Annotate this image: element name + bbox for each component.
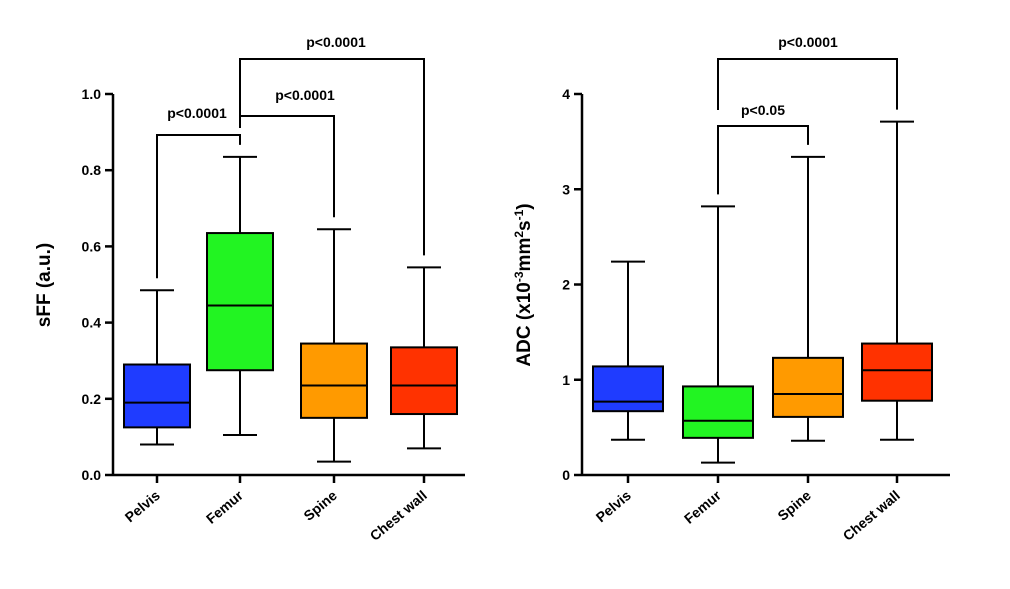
adc-ylabel-sup1: -3 bbox=[512, 271, 526, 282]
adc-box-spine bbox=[772, 356, 844, 418]
sff-p-value-label: p<0.0001 bbox=[275, 87, 335, 103]
sff-box-chest-wall bbox=[390, 346, 458, 416]
adc-ylabel-end: ) bbox=[514, 203, 535, 209]
sff-box-pelvis bbox=[123, 363, 191, 429]
adc-x-category-label: Chest wall bbox=[840, 487, 903, 544]
sff-significance-bracket bbox=[156, 134, 241, 279]
sff-box-femur bbox=[206, 232, 274, 372]
adc-x-category-label: Femur bbox=[681, 487, 724, 527]
adc-x-category-label: Pelvis bbox=[593, 487, 634, 525]
sff-x-category-label: Femur bbox=[203, 487, 246, 527]
sff-x-category-label: Pelvis bbox=[122, 487, 163, 525]
sff-y-tick-label: 0.6 bbox=[82, 238, 102, 254]
adc-box-chest-wall bbox=[861, 342, 933, 402]
adc-y-tick-label: 4 bbox=[562, 86, 570, 102]
adc-ylabel-s: s bbox=[514, 220, 535, 231]
adc-box-pelvis bbox=[592, 365, 664, 413]
sff-significance-bracket bbox=[239, 58, 425, 256]
sff-box-spine bbox=[300, 342, 368, 419]
adc-significance-bracket bbox=[717, 125, 809, 195]
sff-x-category-label: Chest wall bbox=[367, 487, 430, 544]
sff-y-tick-label: 0.8 bbox=[82, 162, 102, 178]
adc-p-value-label: p<0.05 bbox=[741, 102, 785, 118]
adc-x-category-label: Spine bbox=[774, 487, 814, 524]
adc-ylabel-sup2: 2 bbox=[512, 231, 526, 238]
adc-y-tick-label: 3 bbox=[562, 181, 570, 197]
adc-ylabel-sup3: -1 bbox=[512, 209, 526, 220]
sff-p-value-label: p<0.0001 bbox=[306, 34, 366, 50]
adc-significance-bracket bbox=[717, 58, 898, 110]
sff-significance-bracket bbox=[239, 115, 335, 218]
sff-x-category-label: Spine bbox=[300, 487, 340, 524]
sff-y-tick-label: 0.0 bbox=[82, 467, 102, 483]
adc-ylabel-main: ADC (x10 bbox=[514, 282, 535, 366]
sff-y-axis-title: sFF (a.u.) bbox=[34, 243, 55, 327]
sff-boxplot-chart: sFF (a.u.) 0.0 0.2 0.4 0.6 0.8 1.0 Pelvis Femur… bbox=[34, 34, 465, 544]
adc-box-femur bbox=[682, 385, 754, 439]
adc-y-axis-title: ADC (x10-3mm2s-1) bbox=[512, 203, 535, 366]
adc-p-value-label: p<0.0001 bbox=[778, 34, 838, 50]
adc-y-tick-label: 1 bbox=[562, 372, 570, 388]
sff-y-tick-label: 1.0 bbox=[82, 86, 102, 102]
adc-y-tick-label: 0 bbox=[562, 467, 570, 483]
sff-y-tick-label: 0.4 bbox=[82, 315, 102, 331]
adc-y-tick-label: 2 bbox=[562, 277, 570, 293]
adc-ylabel-mid: mm bbox=[514, 238, 535, 272]
sff-y-tick-label: 0.2 bbox=[82, 391, 102, 407]
sff-p-value-label: p<0.0001 bbox=[167, 105, 227, 121]
